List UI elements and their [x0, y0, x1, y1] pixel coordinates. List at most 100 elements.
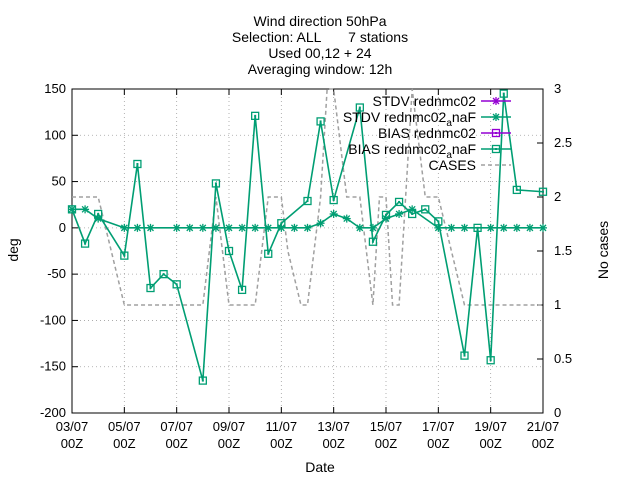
data-point-1-d2	[199, 224, 207, 232]
series-layer	[67, 88, 548, 385]
data-point-3-dot	[175, 283, 178, 286]
data-point-3-dot	[228, 250, 230, 252]
data-point-3	[159, 269, 168, 279]
x-tick-label: 11/07	[266, 419, 298, 434]
data-point-3-dot	[515, 188, 518, 191]
data-point-1-d2	[147, 224, 154, 232]
data-point-3	[486, 356, 495, 365]
data-point-3	[538, 187, 548, 196]
x-tick-label-time: 00Z	[479, 436, 501, 451]
data-point-3-dot	[97, 212, 100, 215]
data-point-1-d2	[186, 224, 194, 232]
data-point-1-d2	[133, 224, 141, 232]
x-tick-label-time: 00Z	[270, 436, 292, 451]
data-point-1	[460, 223, 469, 232]
legend-label-0: STDV rednmc02	[373, 93, 477, 109]
data-point-3	[473, 223, 482, 233]
data-point-1	[133, 223, 142, 232]
data-point-1	[329, 209, 338, 218]
series-line-4	[72, 88, 543, 306]
y-tick-label: 150	[44, 81, 66, 96]
x-tick-label: 17/07	[422, 419, 455, 434]
data-point-1-d2	[120, 224, 128, 232]
x-tick-label: 19/07	[474, 419, 507, 434]
data-point-1	[499, 223, 508, 232]
y2-tick-label: 0.5	[554, 351, 572, 366]
data-point-3-dot	[542, 190, 544, 193]
data-point-1	[447, 223, 456, 232]
data-point-3	[198, 376, 207, 385]
y2-tick-label: 3	[554, 81, 561, 96]
data-point-1-d2	[304, 224, 311, 232]
legend-marker-3	[491, 144, 501, 154]
data-point-3	[355, 103, 364, 112]
y2-tick-label: 1.5	[554, 243, 572, 258]
legend-marker-2-dot	[495, 132, 497, 134]
data-point-1	[172, 223, 181, 232]
data-point-3	[408, 209, 417, 219]
data-point-1	[355, 223, 364, 232]
title-line-4: Averaging window: 12h	[248, 61, 393, 77]
y2-tick-label: 2	[554, 189, 561, 204]
data-point-3-dot	[371, 240, 374, 243]
x-tick-label-time: 00Z	[322, 436, 344, 451]
data-point-3	[237, 285, 247, 295]
data-point-3	[172, 280, 181, 289]
y2-tick-label: 1	[554, 297, 561, 312]
data-point-1-d2	[539, 224, 547, 232]
title-line-1: Wind direction 50hPa	[253, 13, 386, 29]
data-point-3-dot	[476, 226, 479, 229]
data-point-1	[290, 223, 299, 232]
data-point-1-d2	[330, 210, 338, 218]
data-point-3	[394, 197, 404, 207]
data-point-3	[303, 196, 312, 206]
data-point-3-dot	[201, 379, 204, 382]
x-tick-label: 21/07	[527, 419, 560, 434]
data-point-3-dot	[254, 114, 257, 117]
data-point-1	[225, 223, 233, 232]
data-point-1	[251, 223, 260, 232]
data-point-3-dot	[332, 199, 335, 202]
data-point-1-d2	[173, 224, 181, 232]
data-point-3-dot	[398, 200, 401, 203]
x-axis-label: Date	[305, 459, 335, 475]
data-point-3-dot	[149, 287, 152, 290]
y-tick-label: -100	[40, 312, 66, 327]
legend-marker-2	[491, 128, 501, 138]
x-tick-label-time: 00Z	[113, 436, 135, 451]
data-point-1-d2	[447, 224, 455, 232]
data-point-3	[146, 283, 155, 293]
data-point-3-dot	[280, 222, 283, 225]
data-point-3-dot	[424, 208, 427, 211]
data-point-1-d2	[225, 224, 233, 232]
data-point-3	[251, 111, 260, 120]
data-point-1	[512, 223, 521, 232]
data-point-3	[80, 239, 90, 248]
data-point-1	[316, 219, 325, 228]
data-point-3	[368, 237, 378, 246]
data-point-1	[525, 223, 534, 232]
data-point-1-d2	[461, 224, 468, 232]
data-point-3	[460, 351, 469, 360]
plot-axes: -200 -150 -100 -50 0 50 100 150 0 0.5 1 1.5 2 2.5 3 03/…	[40, 81, 572, 451]
data-point-1	[120, 223, 129, 232]
data-point-1-d2	[251, 224, 259, 232]
data-point-3	[67, 205, 77, 214]
data-point-3-dot	[71, 208, 73, 211]
data-point-3-dot	[306, 200, 309, 203]
data-point-3	[264, 249, 273, 258]
data-point-3-dot	[84, 242, 87, 245]
data-point-3	[421, 205, 430, 214]
data-point-3-dot	[358, 106, 361, 109]
data-point-3-dot	[437, 220, 440, 223]
data-point-3	[512, 185, 521, 195]
y2-tick-label: 0	[554, 405, 561, 420]
y-axis-label: deg	[5, 238, 21, 261]
data-point-1-d2	[212, 224, 220, 232]
title-line-3: Used 00,12 + 24	[268, 45, 371, 61]
data-point-1	[303, 223, 312, 232]
x-tick-label-time: 00Z	[427, 436, 449, 451]
x-tick-label: 15/07	[370, 419, 403, 434]
